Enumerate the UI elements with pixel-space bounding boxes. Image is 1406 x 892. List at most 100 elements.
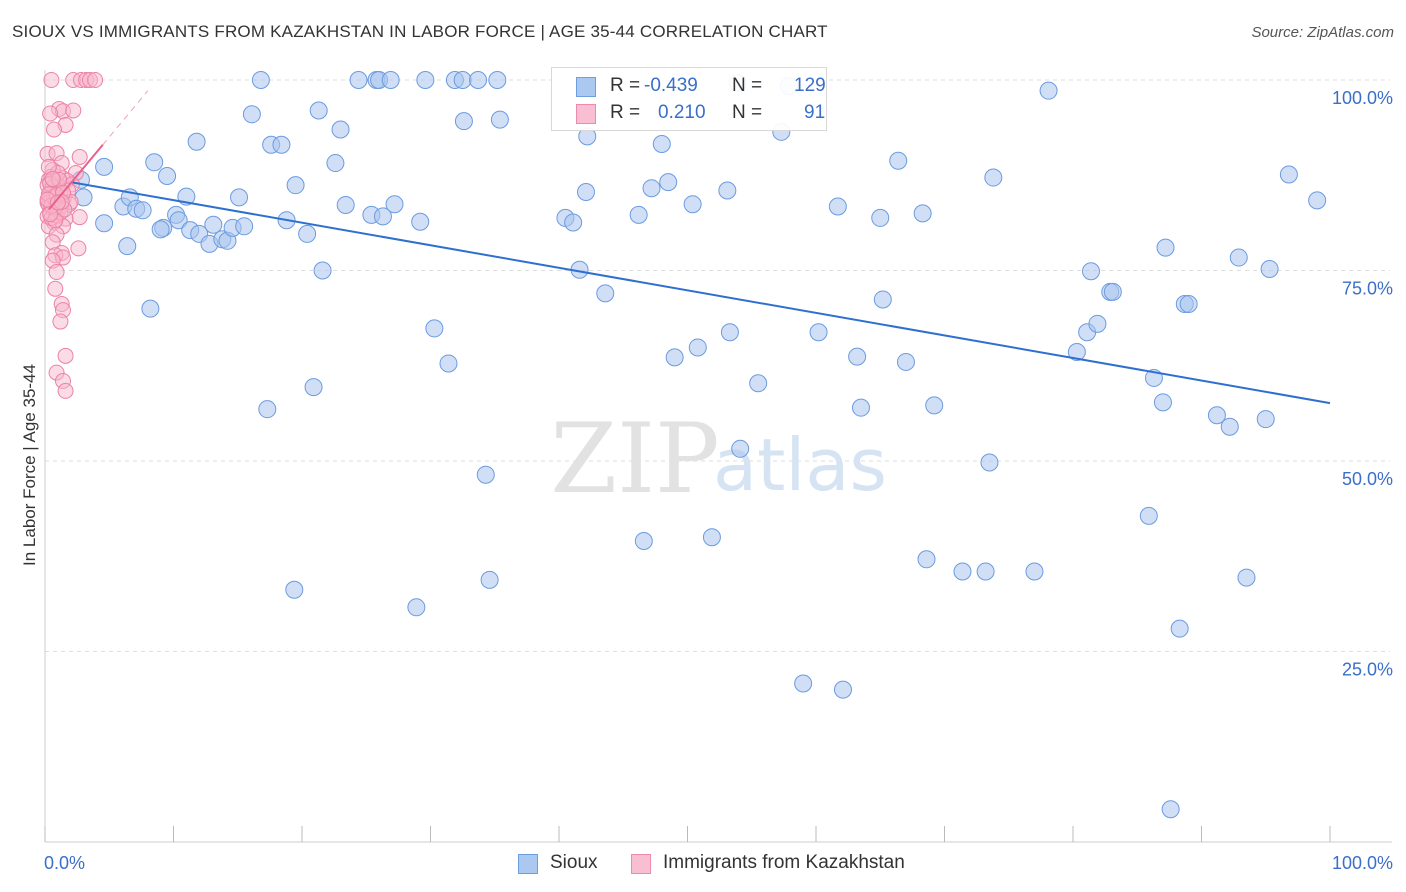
sioux-point <box>1139 506 1158 525</box>
sioux-point <box>169 211 188 230</box>
kazakhstan-point <box>71 209 88 226</box>
kazakhstan-points <box>39 72 104 399</box>
chart-title: SIOUX VS IMMIGRANTS FROM KAZAKHSTAN IN L… <box>12 22 828 41</box>
kazakhstan-trend-line <box>48 144 104 211</box>
sioux-point <box>411 212 430 231</box>
sioux-point <box>425 319 444 338</box>
sioux-point <box>896 352 915 371</box>
watermark: ZIP atlas <box>550 403 887 515</box>
sioux-point <box>984 168 1003 187</box>
legend-n-label: N = <box>732 102 763 123</box>
sioux-point <box>848 347 867 366</box>
sioux-point <box>326 154 345 173</box>
sioux-point <box>407 598 426 617</box>
kazakhstan-point <box>47 280 64 297</box>
sioux-trend-line <box>70 181 1331 405</box>
sioux-point <box>151 220 170 239</box>
sioux-point <box>230 188 249 207</box>
sioux-point <box>1260 259 1279 278</box>
sioux-point <box>381 71 400 89</box>
sioux-point <box>285 580 304 599</box>
sioux-point <box>809 323 828 342</box>
watermark-atlas: atlas <box>713 423 887 507</box>
watermark-zip: ZIP <box>550 403 719 515</box>
sioux-point <box>272 135 291 154</box>
sioux-point <box>925 396 944 415</box>
legend-n-value-kazakhstan: 91 <box>804 102 826 123</box>
sioux-point <box>652 135 671 154</box>
legend-n-label: N = <box>732 75 763 96</box>
sioux-point <box>349 71 368 89</box>
sioux-point <box>1170 619 1189 638</box>
bottom-legend-swatch-sioux <box>518 854 538 874</box>
source-credit: Source: ZipAtlas.com <box>1251 24 1394 41</box>
sioux-point <box>298 224 317 243</box>
sioux-point <box>596 284 615 303</box>
sioux-point <box>242 105 261 124</box>
kazakhstan-point <box>71 148 88 165</box>
axis-layer <box>44 70 1392 843</box>
kazakhstan-point <box>42 105 59 122</box>
sioux-point <box>702 528 721 547</box>
sioux-point <box>889 151 908 170</box>
tick-labels: 25.0% 50.0% 75.0% 100.0% 0.0% 100.0% <box>44 88 1393 873</box>
sioux-point <box>749 374 768 393</box>
sioux-point <box>95 214 114 233</box>
sioux-point <box>659 173 678 192</box>
sioux-point <box>683 195 702 214</box>
sioux-point <box>718 181 737 200</box>
sioux-point <box>416 71 435 89</box>
sioux-point <box>488 71 507 89</box>
kazakhstan-point <box>87 72 104 88</box>
sioux-point <box>251 71 270 89</box>
sioux-point <box>688 338 707 357</box>
sioux-point <box>454 112 473 131</box>
sioux-point <box>118 237 137 256</box>
kazakhstan-point <box>44 171 61 188</box>
sioux-point <box>828 197 847 216</box>
sioux-point <box>917 550 936 569</box>
sioux-point <box>1088 314 1107 333</box>
sioux-point <box>980 453 999 472</box>
sioux-point <box>1161 800 1180 819</box>
sioux-point <box>833 680 852 699</box>
sioux-point <box>235 217 254 236</box>
sioux-point <box>133 201 152 220</box>
y-tick-label: 100.0% <box>1332 88 1393 108</box>
sioux-point <box>1237 568 1256 587</box>
sioux-point <box>871 208 890 227</box>
sioux-point <box>1179 295 1198 314</box>
sioux-point <box>629 205 648 224</box>
sioux-point <box>1039 81 1058 100</box>
sioux-point <box>1103 282 1122 301</box>
sioux-point <box>286 176 305 195</box>
sioux-point <box>304 378 323 397</box>
sioux-point <box>141 299 160 318</box>
kazakhstan-point <box>57 382 74 399</box>
kazakhstan-point <box>70 240 87 257</box>
legend-r-value-sioux: -0.439 <box>644 75 698 96</box>
sioux-point <box>469 71 488 89</box>
sioux-point <box>385 195 404 214</box>
legend-swatch-sioux <box>576 77 596 97</box>
y-tick-label: 75.0% <box>1342 279 1393 299</box>
sioux-point <box>439 354 458 373</box>
sioux-point <box>480 570 499 589</box>
sioux-point <box>794 674 813 693</box>
sioux-point <box>204 215 223 234</box>
sioux-point <box>309 101 328 120</box>
sioux-point <box>95 157 114 176</box>
sioux-point <box>373 207 392 226</box>
sioux-point <box>1081 262 1100 281</box>
sioux-point <box>634 532 653 551</box>
sioux-point <box>1220 417 1239 436</box>
sioux-point <box>873 290 892 309</box>
x-tick-label: 100.0% <box>1332 853 1393 873</box>
sioux-point <box>1229 248 1248 267</box>
kazakhstan-point <box>57 347 74 364</box>
sioux-point <box>187 132 206 151</box>
sioux-point <box>1256 410 1275 429</box>
legend-r-label: R = <box>610 102 641 123</box>
sioux-point <box>913 204 932 223</box>
sioux-point <box>1156 238 1175 257</box>
